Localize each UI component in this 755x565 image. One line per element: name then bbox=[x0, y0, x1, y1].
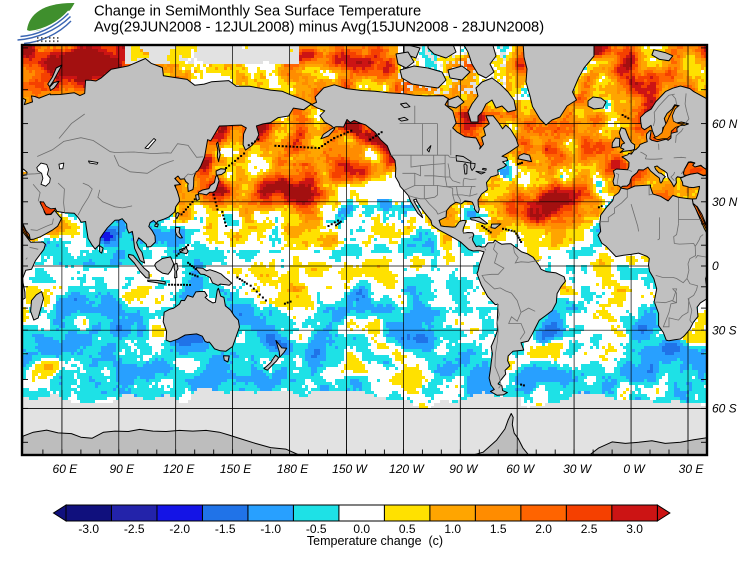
svg-text:60 N: 60 N bbox=[712, 117, 738, 131]
svg-text:1.0: 1.0 bbox=[444, 522, 461, 536]
svg-text:30 S: 30 S bbox=[712, 323, 737, 337]
svg-text:150 E: 150 E bbox=[220, 462, 252, 476]
svg-text:Temperature change (c): Temperature change (c) bbox=[307, 534, 443, 548]
svg-text:60 S: 60 S bbox=[712, 402, 737, 416]
svg-text:150 W: 150 W bbox=[332, 462, 368, 476]
svg-text:2.5: 2.5 bbox=[581, 522, 598, 536]
svg-text:120 W: 120 W bbox=[389, 462, 425, 476]
svg-text:60 W: 60 W bbox=[506, 462, 536, 476]
svg-text:0.0: 0.0 bbox=[353, 522, 370, 536]
svg-text:-2.5: -2.5 bbox=[124, 522, 145, 536]
svg-text:30 N: 30 N bbox=[712, 195, 738, 209]
svg-text:30 W: 30 W bbox=[563, 462, 593, 476]
svg-text:-1.5: -1.5 bbox=[215, 522, 236, 536]
svg-text:180 E: 180 E bbox=[277, 462, 309, 476]
svg-text:90 E: 90 E bbox=[109, 462, 135, 476]
svg-text:1.5: 1.5 bbox=[490, 522, 507, 536]
svg-text:120 E: 120 E bbox=[163, 462, 195, 476]
svg-text:60 E: 60 E bbox=[53, 462, 79, 476]
svg-text:-3.0: -3.0 bbox=[78, 522, 99, 536]
svg-text:2.0: 2.0 bbox=[535, 522, 552, 536]
svg-text:0: 0 bbox=[712, 259, 719, 273]
svg-text:30 E: 30 E bbox=[679, 462, 705, 476]
svg-text:-2.0: -2.0 bbox=[169, 522, 190, 536]
svg-text:0 W: 0 W bbox=[623, 462, 646, 476]
svg-text:3.0: 3.0 bbox=[626, 522, 643, 536]
svg-text:90 W: 90 W bbox=[449, 462, 479, 476]
svg-text:-1.0: -1.0 bbox=[260, 522, 281, 536]
svg-text:Change in SemiMonthly Sea Surf: Change in SemiMonthly Sea Surface Temper… bbox=[94, 4, 421, 20]
svg-text:Avg(29JUN2008 - 12JUL2008) min: Avg(29JUN2008 - 12JUL2008) minus Avg(15J… bbox=[94, 19, 544, 35]
svg-text:-0.5: -0.5 bbox=[306, 522, 327, 536]
svg-text:0.5: 0.5 bbox=[399, 522, 416, 536]
